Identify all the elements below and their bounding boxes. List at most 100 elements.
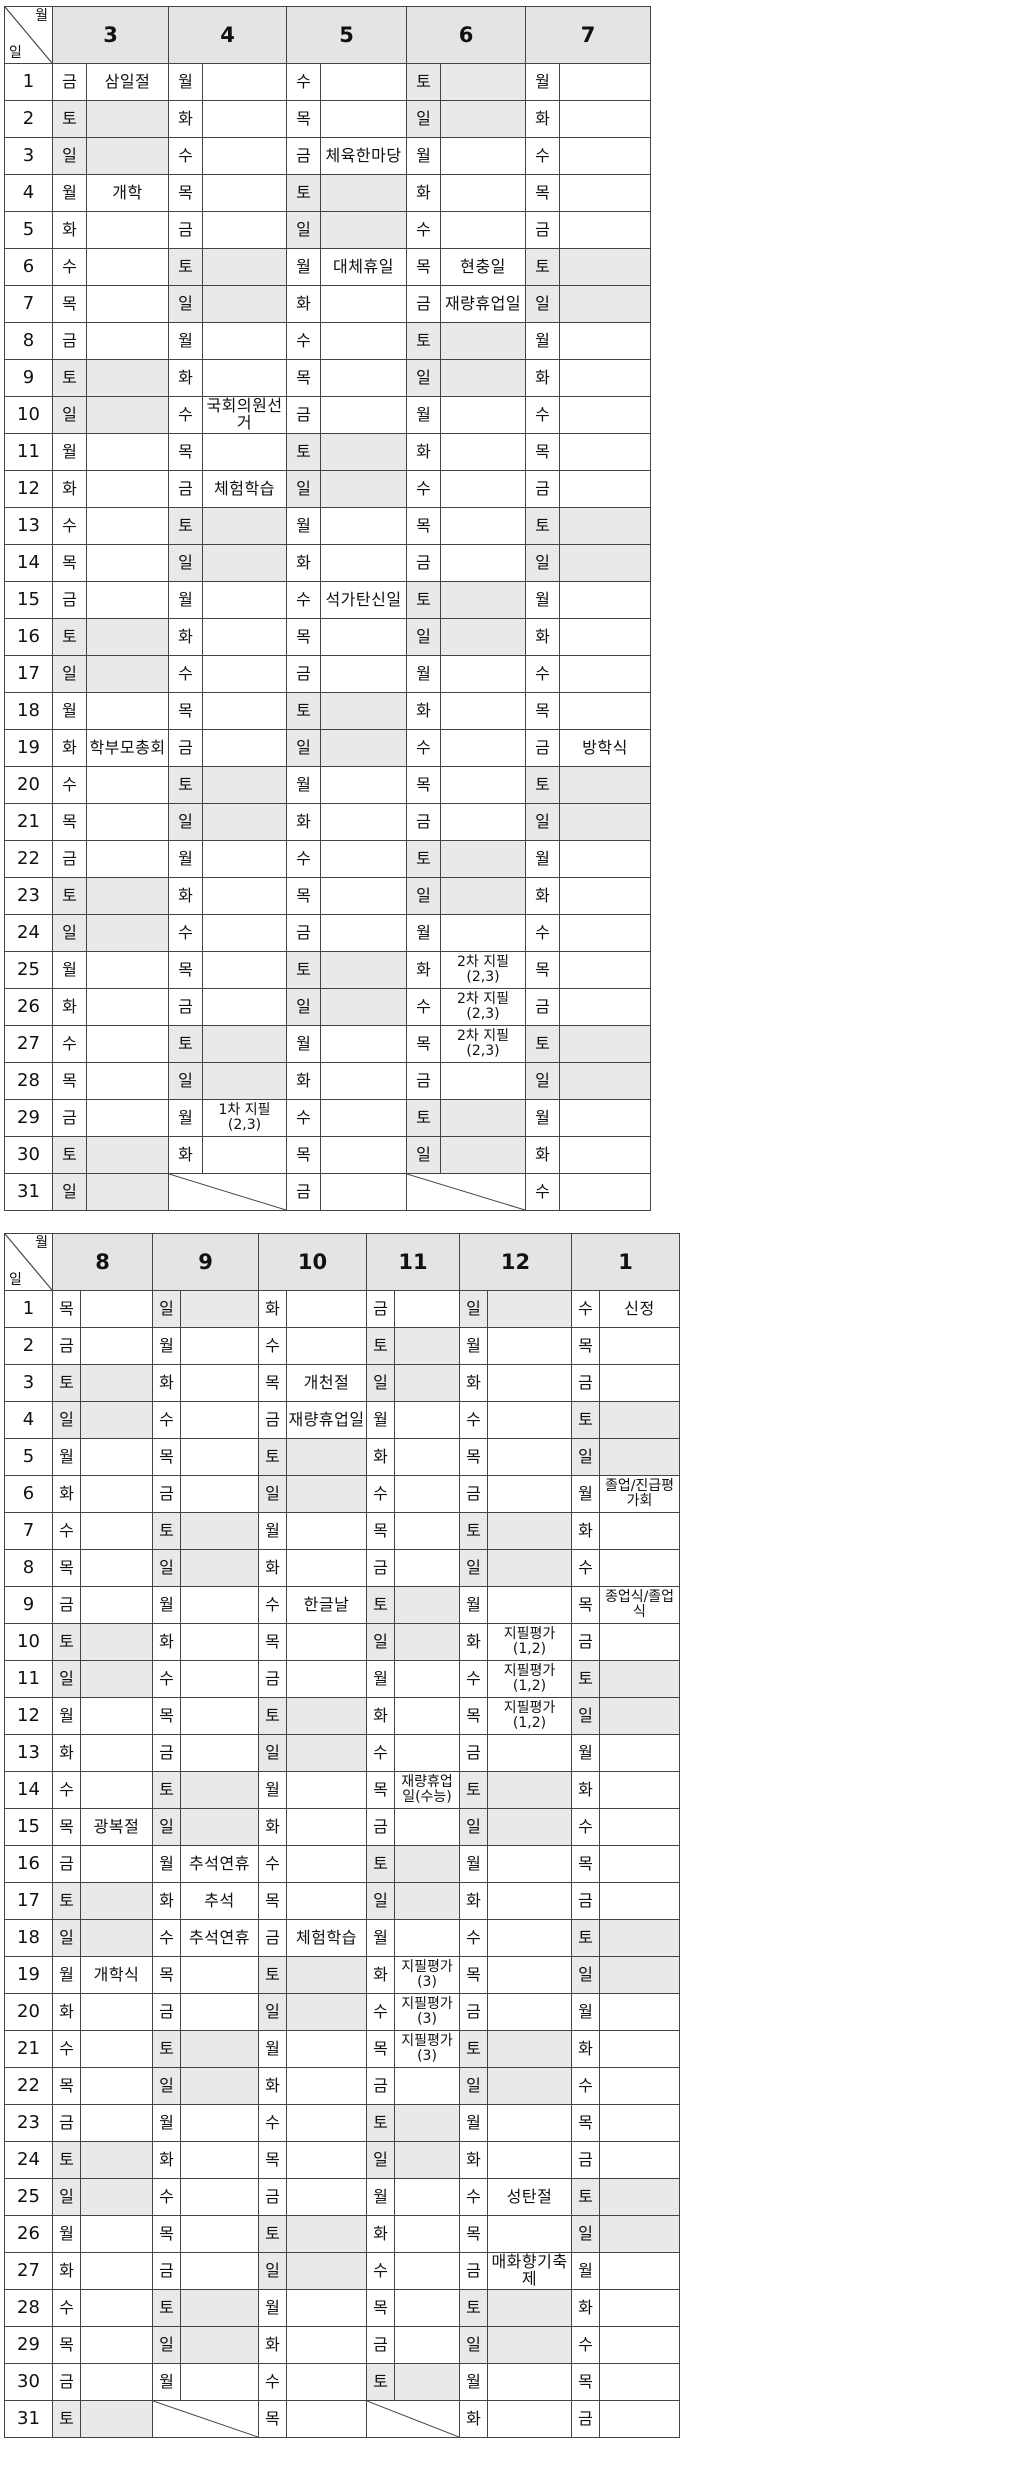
- weekday-cell: 월: [525, 581, 560, 619]
- weekday-cell: 월: [52, 174, 87, 212]
- event-cell: [286, 1956, 367, 1994]
- weekday-cell: 화: [168, 100, 203, 138]
- event-cell: [559, 433, 651, 471]
- day-row: 24 토 화 목 일 화 금: [4, 2141, 680, 2179]
- weekday-cell: 목: [152, 1956, 181, 1994]
- event-cell: 지필평가(1,2): [487, 1660, 572, 1698]
- weekday-cell: 목: [258, 1882, 287, 1920]
- weekday-cell: 화: [525, 618, 560, 656]
- weekday-cell: 토: [52, 100, 87, 138]
- weekday-cell: 일: [406, 359, 441, 397]
- day-row: 13 화 금 일 수 금 월: [4, 1734, 680, 1772]
- weekday-cell: 일: [286, 211, 321, 249]
- weekday-cell: 수: [571, 2326, 600, 2364]
- weekday-cell: 토: [406, 63, 441, 101]
- day-row: 29 금 월 1차 지필(2,3) 수 토 월: [4, 1099, 651, 1137]
- day-row: 19 월 개학식 목 토 화 지필평가(3) 목 일: [4, 1956, 680, 1994]
- weekday-cell: 목: [571, 1845, 600, 1883]
- weekday-cell: 수: [152, 2178, 181, 2216]
- day-number-cell: 27: [4, 2252, 53, 2290]
- weekday-cell: 토: [571, 1660, 600, 1698]
- event-cell: [559, 507, 651, 545]
- event-cell: [599, 1734, 680, 1772]
- weekday-cell: 월: [52, 1956, 81, 1994]
- event-cell: [487, 1475, 572, 1513]
- weekday-cell: 일: [52, 914, 87, 952]
- event-cell: [599, 2030, 680, 2068]
- day-row: 18 일 수 추석연휴 금 체험학습 월 수 토: [4, 1919, 680, 1957]
- event-cell: 졸업/진급평가회: [599, 1475, 680, 1513]
- day-row: 21 목 일 화 금 일: [4, 803, 651, 841]
- event-cell: [320, 285, 407, 323]
- weekday-cell: 화: [258, 1290, 287, 1328]
- event-cell: [286, 2104, 367, 2142]
- day-number-cell: 21: [4, 2030, 53, 2068]
- event-cell: [286, 2178, 367, 2216]
- corner-month-label: 월: [35, 8, 48, 24]
- event-cell: [180, 1734, 259, 1772]
- day-number-cell: 15: [4, 1808, 53, 1846]
- weekday-cell: 화: [52, 1734, 81, 1772]
- weekday-cell: 수: [366, 2252, 395, 2290]
- event-cell: [440, 618, 526, 656]
- event-cell: [599, 1845, 680, 1883]
- event-cell: [202, 137, 287, 175]
- day-number-cell: 25: [4, 951, 53, 989]
- weekday-cell: 수: [152, 1401, 181, 1439]
- month-header: 9: [152, 1233, 259, 1291]
- weekday-cell: 월: [459, 1327, 488, 1365]
- event-cell: [440, 655, 526, 693]
- weekday-cell: 금: [459, 1475, 488, 1513]
- event-cell: [286, 1623, 367, 1661]
- day-row: 26 화 금 일 수 2차 지필(2,3) 금: [4, 988, 651, 1026]
- weekday-cell: 금: [571, 1623, 600, 1661]
- event-cell: [394, 1882, 460, 1920]
- day-number-cell: 7: [4, 1512, 53, 1550]
- event-cell: [286, 2400, 367, 2438]
- corner-day-label: 일: [9, 45, 22, 62]
- event-cell: [599, 1660, 680, 1698]
- day-row: 26 월 목 토 화 목 일: [4, 2215, 680, 2253]
- weekday-cell: 토: [152, 1771, 181, 1809]
- day-row: 19 화 학부모총회 금 일 수 금 방학식: [4, 729, 651, 767]
- event-cell: [180, 1993, 259, 2031]
- weekday-cell: 월: [286, 766, 321, 804]
- day-row: 25 일 수 금 월 수 성탄절 토: [4, 2178, 680, 2216]
- weekday-cell: 수: [286, 322, 321, 360]
- weekday-cell: 월: [525, 63, 560, 101]
- event-cell: [599, 1438, 680, 1476]
- day-row: 9 금 월 수 한글날 토 월 목 종업식/졸업식: [4, 1586, 680, 1624]
- day-number-cell: 26: [4, 2215, 53, 2253]
- weekday-cell: 금: [571, 2141, 600, 2179]
- day-number-cell: 31: [4, 2400, 53, 2438]
- event-cell: [394, 2289, 460, 2327]
- weekday-cell: 금: [52, 581, 87, 619]
- weekday-cell: 목: [52, 544, 87, 582]
- event-cell: [487, 1327, 572, 1365]
- weekday-cell: 금: [152, 2252, 181, 2290]
- weekday-cell: 토: [366, 2363, 395, 2401]
- month-header: 4: [168, 6, 287, 64]
- event-cell: [86, 248, 169, 286]
- weekday-cell: 화: [571, 1512, 600, 1550]
- weekday-cell: 월: [366, 1919, 395, 1957]
- event-cell: [80, 2400, 153, 2438]
- event-cell: [80, 1882, 153, 1920]
- event-cell: 재량휴업일: [286, 1401, 367, 1439]
- weekday-cell: 수: [286, 840, 321, 878]
- event-cell: [80, 1290, 153, 1328]
- weekday-cell: 토: [525, 248, 560, 286]
- weekday-cell: 목: [168, 174, 203, 212]
- event-cell: [599, 2363, 680, 2401]
- event-cell: [202, 63, 287, 101]
- weekday-cell: 월: [366, 1660, 395, 1698]
- weekday-cell: 금: [52, 1586, 81, 1624]
- weekday-cell: 화: [571, 1771, 600, 1809]
- day-row: 25 월 목 토 화 2차 지필(2,3) 목: [4, 951, 651, 989]
- event-cell: 체육한마당: [320, 137, 407, 175]
- weekday-cell: 수: [52, 2289, 81, 2327]
- weekday-cell: 목: [168, 692, 203, 730]
- event-cell: [599, 1882, 680, 1920]
